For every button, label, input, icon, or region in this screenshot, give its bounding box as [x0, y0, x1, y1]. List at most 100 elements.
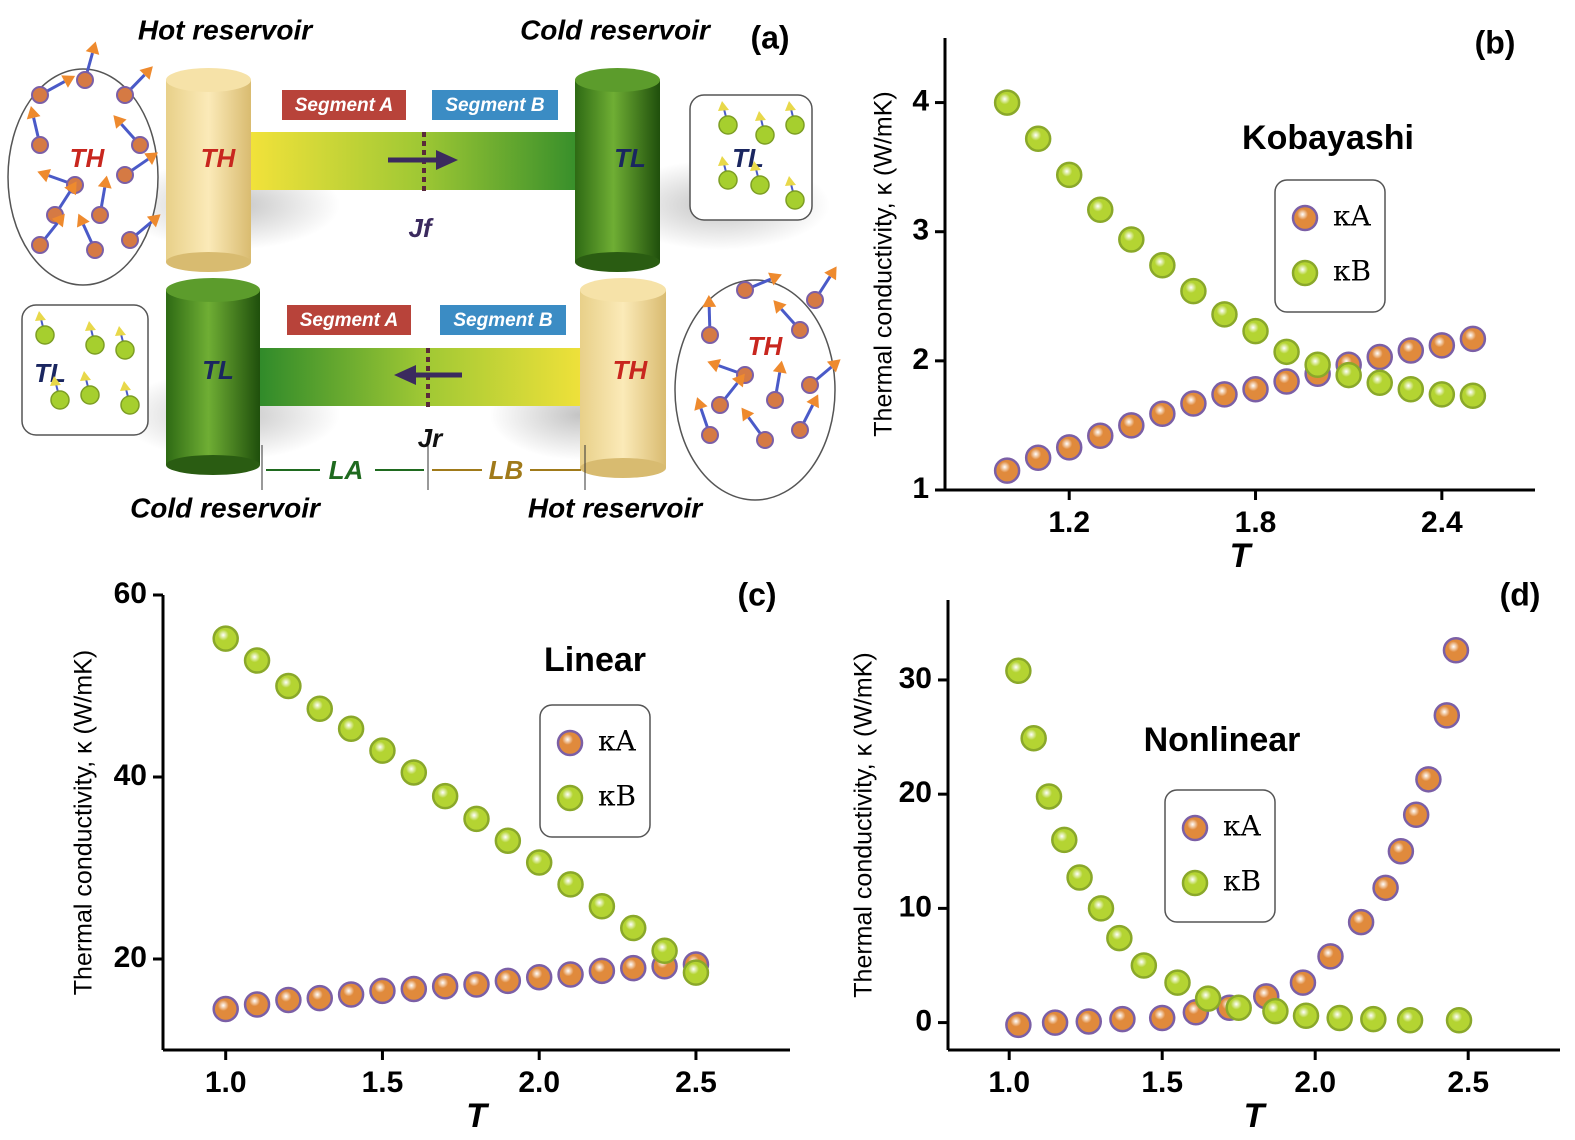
particle-arrow	[785, 176, 796, 186]
particle	[801, 376, 819, 394]
x-tick-label: 1.0	[988, 1066, 1030, 1099]
particle-arrow	[61, 75, 76, 88]
label: Cold reservoir	[130, 492, 322, 523]
x-axis-label: T	[1230, 537, 1254, 575]
label: Segment B	[445, 95, 545, 116]
particle-arrow	[120, 381, 131, 391]
particle	[120, 395, 140, 415]
particle-arrow	[731, 373, 745, 388]
y-tick-label: 2	[912, 343, 929, 376]
data-point	[1087, 196, 1114, 224]
data-point	[1397, 337, 1425, 364]
y-axis-label: Thermal conductivity, κ (W/mK)	[870, 91, 898, 436]
particle	[131, 136, 149, 154]
data-point	[1304, 351, 1331, 378]
segment-b-tag	[432, 90, 558, 120]
legend-label: κB	[1223, 865, 1261, 898]
data-point	[1242, 317, 1269, 345]
data-point	[1428, 332, 1456, 359]
data-point	[1020, 724, 1047, 752]
data-point	[494, 827, 522, 854]
data-point	[1087, 422, 1114, 450]
reservoir	[166, 290, 260, 465]
data-point	[1273, 338, 1300, 366]
x-tick-label: 2.5	[1447, 1066, 1489, 1099]
particle-arrow	[85, 321, 96, 331]
data-point	[1360, 1005, 1387, 1033]
legend-label: κA	[1333, 200, 1372, 233]
data-point	[369, 977, 396, 1005]
particle-arrow	[773, 300, 787, 314]
particle	[711, 396, 729, 414]
data-point	[557, 871, 584, 898]
particle	[50, 390, 70, 410]
particle	[756, 431, 774, 449]
data-point	[682, 959, 710, 986]
y-tick-label: 20	[114, 941, 147, 974]
data-point	[1055, 434, 1083, 461]
reservoir	[580, 290, 666, 468]
particle-arrow	[750, 161, 761, 171]
particle-arrow	[694, 397, 708, 411]
reservoir-top	[166, 68, 251, 92]
panel-label: (b)	[1475, 24, 1516, 60]
particle	[35, 325, 55, 345]
data-point	[525, 849, 553, 876]
data-point	[1005, 657, 1032, 685]
particle	[116, 166, 134, 184]
label: Hot reservoir	[528, 492, 704, 523]
reservoir-base	[580, 458, 666, 478]
reservoir-base	[166, 455, 260, 475]
segment-a-tag	[282, 90, 406, 120]
data-point	[588, 892, 616, 920]
gas-region	[7, 68, 159, 286]
data-point	[1194, 985, 1222, 1012]
data-point	[1118, 412, 1145, 439]
data-point	[1180, 277, 1207, 305]
particle-arrow	[26, 106, 41, 120]
y-tick-label: 0	[915, 1005, 932, 1038]
particle-arrow	[51, 213, 65, 228]
label: LB	[489, 455, 524, 485]
data-point	[1149, 400, 1176, 428]
x-tick-label: 1.5	[362, 1066, 404, 1099]
reservoir-top	[575, 68, 660, 92]
label: TH	[613, 355, 649, 385]
particle-arrow	[113, 115, 127, 129]
legend-label: κB	[1333, 255, 1371, 288]
data-point	[337, 715, 365, 743]
legend-marker	[1291, 204, 1319, 232]
data-point	[1118, 226, 1145, 253]
data-point	[588, 957, 616, 985]
data-point	[337, 981, 365, 1008]
particle-arrow	[826, 359, 841, 373]
particle-arrow	[768, 272, 782, 286]
particle	[86, 241, 104, 259]
x-axis-label: T	[466, 1097, 490, 1135]
reservoir-base	[166, 252, 251, 272]
particle-arrow	[718, 101, 729, 111]
data-point	[1087, 895, 1115, 922]
label: Segment A	[295, 95, 394, 116]
reservoir-base	[575, 252, 660, 272]
label: Hot reservoir	[138, 14, 314, 45]
data-point	[400, 975, 428, 1003]
panel-label: (a)	[750, 19, 789, 55]
data-point	[1225, 994, 1252, 1021]
data-point	[369, 737, 396, 764]
legend-label: κB	[598, 780, 636, 813]
label: Jr	[418, 423, 444, 453]
data-point	[275, 672, 302, 700]
data-point	[1396, 1007, 1424, 1034]
y-tick-label: 4	[912, 84, 929, 117]
particle	[766, 391, 784, 409]
particle-arrow	[702, 295, 717, 308]
particle-arrow	[76, 213, 90, 228]
data-point	[1066, 864, 1093, 891]
data-point	[1433, 702, 1461, 729]
data-point	[494, 967, 522, 995]
data-point	[1024, 444, 1052, 471]
data-point	[431, 973, 459, 1000]
data-point	[1242, 376, 1269, 403]
